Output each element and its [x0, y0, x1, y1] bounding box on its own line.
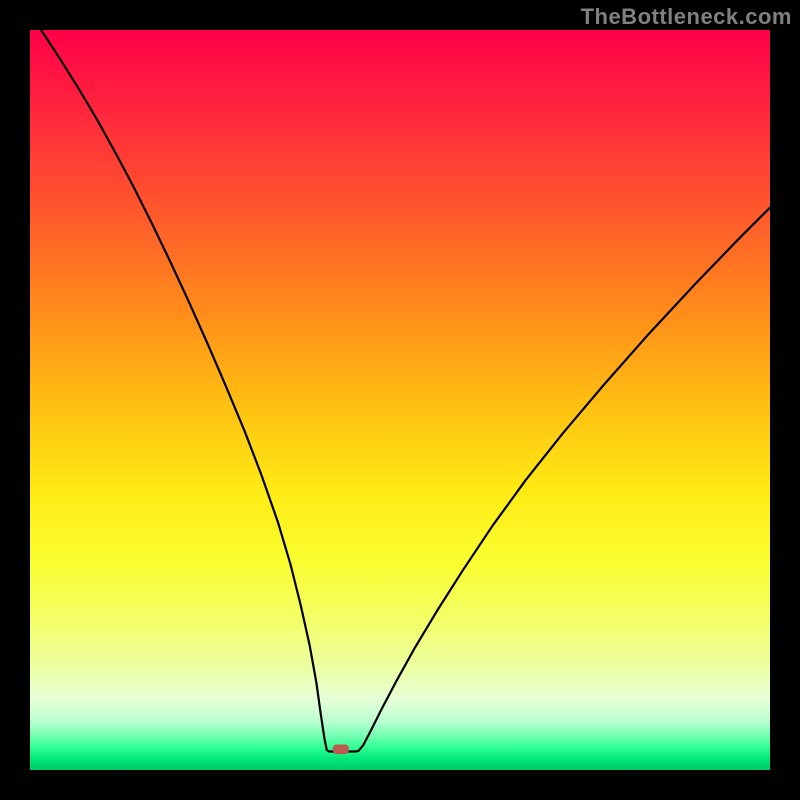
chart-plot-area	[30, 30, 770, 770]
watermark-label: TheBottleneck.com	[581, 4, 792, 30]
bottleneck-marker	[333, 744, 349, 754]
bottleneck-chart	[0, 0, 800, 800]
